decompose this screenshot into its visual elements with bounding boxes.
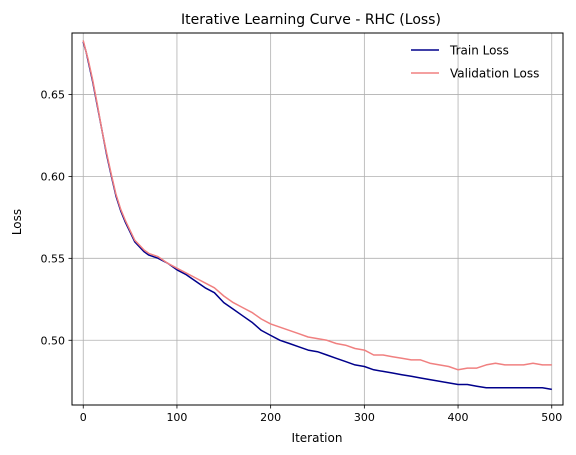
- legend-label-train: Train Loss: [449, 44, 509, 58]
- plot-frame: [71, 32, 564, 406]
- x-tick-label: 400: [448, 411, 469, 424]
- x-tick-label: 200: [260, 411, 281, 424]
- y-axis-ticks: 0.50 0.55 0.60 0.65: [41, 88, 72, 347]
- y-tick-label: 0.50: [41, 334, 66, 347]
- validation-loss-line: [82, 40, 552, 371]
- x-tick-label: 500: [541, 411, 562, 424]
- x-tick-label: 300: [354, 411, 375, 424]
- x-axis-label: Iteration: [292, 431, 343, 445]
- legend-label-validation: Validation Loss: [450, 67, 539, 81]
- y-axis-label: Loss: [10, 209, 24, 235]
- y-tick-label: 0.60: [41, 170, 66, 183]
- x-tick-label: 100: [166, 411, 187, 424]
- y-tick-label: 0.65: [41, 88, 66, 101]
- x-tick-label: 0: [80, 411, 87, 424]
- chart-title: Iterative Learning Curve - RHC (Loss): [181, 12, 441, 28]
- y-tick-label: 0.55: [41, 252, 66, 265]
- legend: Train Loss Validation Loss: [411, 44, 539, 81]
- x-axis-ticks: 0 100 200 300 400 500: [80, 405, 562, 424]
- grid: [72, 33, 563, 405]
- series-lines: [82, 40, 552, 391]
